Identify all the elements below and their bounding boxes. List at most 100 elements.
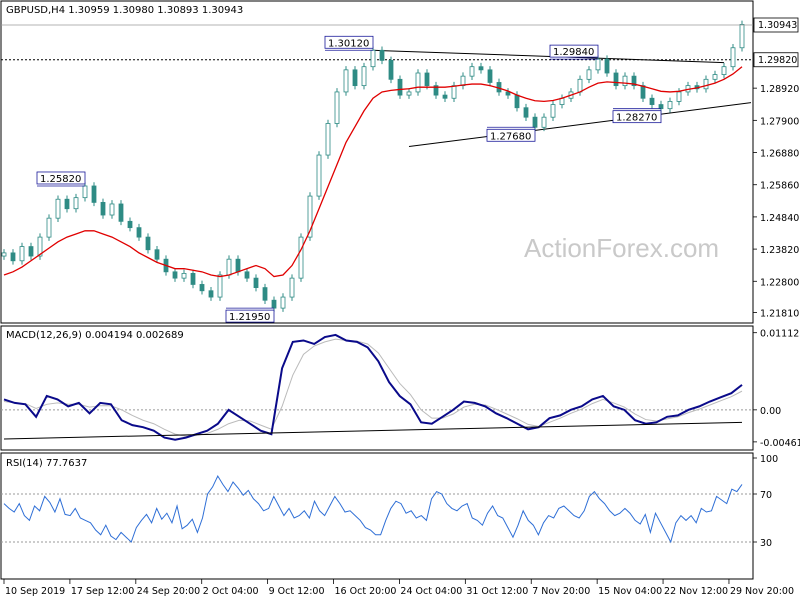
candle-body: [622, 75, 628, 87]
macd-tick-label: 0.011123: [760, 329, 800, 340]
candle-body: [595, 58, 601, 71]
rsi-panel-frame: [0, 452, 754, 580]
macd-panel-frame: [0, 325, 754, 451]
candle-body: [631, 75, 637, 87]
candle-body: [550, 104, 556, 118]
candle-body: [100, 201, 106, 216]
candle-body: [478, 66, 484, 71]
candle-body: [649, 97, 655, 105]
candle-body: [325, 123, 331, 156]
candle-body: [289, 277, 295, 298]
candle-body: [352, 69, 358, 87]
time-tick-label: 2 Oct 04:00: [203, 586, 259, 597]
rsi-axis: 100 70 30: [753, 454, 778, 549]
macd-axis: 0.011123 0.00 -0.004617: [753, 329, 800, 449]
price-annotation: 1.25820: [36, 171, 86, 187]
price-annotation: 1.28270: [612, 108, 662, 124]
candle-body: [280, 296, 286, 309]
price-tick-label: 1.27900: [760, 116, 799, 127]
candle-body: [343, 69, 349, 93]
rsi-tick-label: 100: [760, 454, 778, 465]
moving-average-line: [3, 66, 743, 278]
candle-body: [658, 104, 664, 110]
candle-body: [271, 299, 277, 309]
price-annotation: 1.27680: [486, 126, 536, 142]
candle-body: [514, 94, 520, 109]
candle-body: [397, 78, 403, 96]
candle-body: [361, 66, 367, 87]
candle-body: [199, 284, 205, 292]
candle-body: [262, 287, 268, 301]
rsi-tick-label: 30: [760, 538, 772, 549]
price-tick-label: 1.24840: [760, 213, 799, 224]
price-axis: 1.28920 1.27900 1.26880 1.25860 1.24840 1.238…: [753, 84, 799, 320]
candle-body: [235, 258, 241, 273]
candle-body: [316, 154, 322, 197]
annotation-label: 1.29840: [553, 47, 594, 58]
candle-body: [37, 236, 43, 257]
candle-body: [298, 236, 304, 279]
annotation-label: 1.30120: [328, 38, 369, 49]
candle-body: [730, 47, 736, 68]
candle-body: [10, 252, 16, 262]
candle-body: [433, 85, 439, 96]
candle-body: [127, 220, 133, 229]
annotation-label: 1.28270: [616, 113, 657, 124]
macd-tick-label: -0.004617: [760, 438, 800, 449]
candle-body: [541, 116, 547, 128]
candle-body: [145, 236, 151, 251]
annotation-box: [36, 171, 86, 185]
candle-body: [469, 66, 475, 77]
trendlines: [372, 49, 752, 148]
candle-body: [379, 49, 385, 61]
candle-body: [109, 203, 115, 216]
macd-support-trendline: [3, 421, 743, 440]
candle-body: [415, 72, 421, 93]
candle-body: [46, 217, 52, 238]
candle-body: [64, 198, 70, 210]
candle-body: [28, 246, 34, 257]
time-tick-label: 16 Oct 20:00: [335, 586, 397, 597]
candle-body: [154, 249, 160, 260]
time-tick-label: 22 Nov 12:00: [664, 586, 728, 597]
price-tick-label: 1.25860: [760, 181, 799, 192]
price-tick-label: 1.28920: [760, 84, 799, 95]
candle-body: [613, 72, 619, 87]
price-tick-label: 1.22800: [760, 277, 799, 288]
level-price-label: 1.29820: [758, 55, 797, 66]
price-annotation: 1.29840: [549, 44, 599, 60]
price-tick-label: 1.26880: [760, 149, 799, 160]
macd-signal-line: [3, 338, 743, 437]
rsi-title: RSI(14) 77.7637: [6, 458, 87, 469]
macd-tick-label: 0.00: [760, 406, 781, 417]
candle-body: [739, 24, 745, 49]
candle-body: [136, 227, 142, 238]
candle-body: [388, 59, 394, 80]
rsi-tick-label: 70: [760, 490, 772, 501]
candle-body: [406, 91, 412, 96]
candle-body: [676, 91, 682, 102]
watermark: ActionForex.com: [524, 233, 719, 263]
candle-body: [532, 116, 538, 128]
rsi-levels: [1, 493, 753, 543]
time-tick-label: 7 Nov 20:00: [532, 586, 590, 597]
candle-body: [208, 290, 214, 298]
candle-body: [505, 91, 511, 96]
annotation-box: [549, 44, 599, 58]
candle-body: [226, 258, 232, 276]
candle-body: [118, 203, 124, 222]
candle-body: [667, 101, 673, 110]
candle-body: [334, 91, 340, 124]
candle-body: [82, 185, 88, 199]
candle-body: [253, 277, 259, 289]
annotation-box: [225, 309, 275, 323]
candle-body: [190, 273, 196, 285]
annotation-box: [324, 35, 374, 49]
current-price-marker: 1.30943: [1, 17, 799, 33]
candle-body: [424, 72, 430, 87]
current-price-label: 1.30943: [758, 20, 797, 31]
candle-body: [640, 85, 646, 99]
candle-body: [604, 58, 610, 74]
annotation-box: [486, 128, 536, 142]
